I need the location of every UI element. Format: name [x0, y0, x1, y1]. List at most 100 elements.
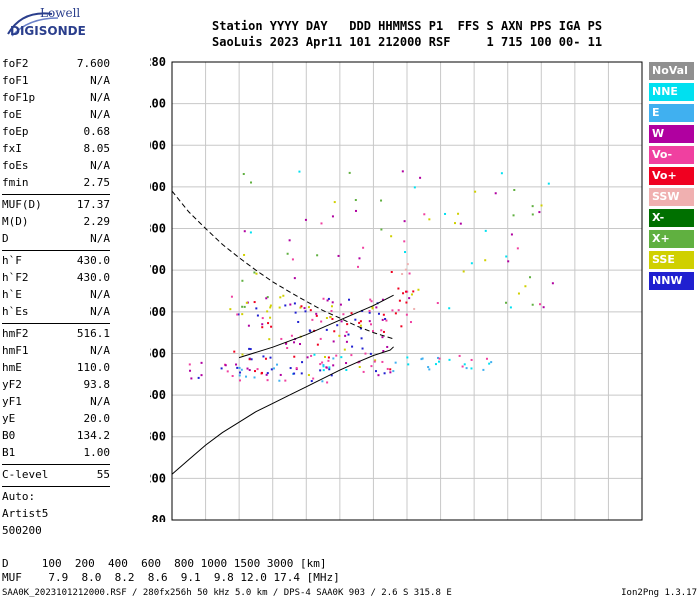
- echo-point: [342, 313, 345, 316]
- echo-point: [384, 317, 387, 320]
- param-value: 20.0: [83, 412, 111, 425]
- param-row: h`F2 430.0: [2, 271, 110, 288]
- echo-point: [462, 270, 465, 273]
- param-divider: [2, 250, 110, 251]
- echo-point: [266, 310, 269, 313]
- param-value: N/A: [90, 91, 110, 104]
- electron-density-profile-line: [171, 346, 394, 475]
- echo-point: [403, 220, 406, 223]
- echo-point: [238, 374, 241, 377]
- param-key: h`F2: [2, 271, 29, 284]
- echo-point: [293, 372, 296, 375]
- param-value: N/A: [90, 74, 110, 87]
- echo-point: [307, 374, 310, 377]
- param-value: 0.68: [83, 125, 111, 138]
- muf-row-values: MUF 7.9 8.0 8.2 8.6 9.1 9.8 12.0 17.4 [M…: [2, 571, 340, 584]
- echo-point: [380, 199, 383, 202]
- param-value: N/A: [90, 232, 110, 245]
- echo-point: [293, 302, 296, 305]
- echo-point: [339, 303, 342, 306]
- echo-point: [246, 367, 249, 370]
- echo-point: [255, 307, 258, 310]
- echo-point: [409, 321, 412, 324]
- param-key: hmF1: [2, 344, 29, 357]
- echo-point: [405, 290, 408, 293]
- param-key: B1: [2, 446, 16, 459]
- echo-point: [397, 309, 400, 312]
- echo-point: [398, 299, 401, 302]
- param-value: N/A: [90, 288, 110, 301]
- echo-point: [297, 320, 300, 323]
- echo-point: [358, 321, 361, 324]
- legend-item-sse: SSE: [649, 251, 694, 269]
- echo-point: [373, 360, 376, 363]
- param-key: MUF(D): [2, 198, 42, 211]
- echo-point: [372, 330, 375, 333]
- echo-point: [261, 326, 264, 329]
- echo-point: [547, 182, 550, 185]
- param-key: h`F: [2, 254, 22, 267]
- upper-dashed-line: [171, 190, 394, 340]
- echo-point: [371, 307, 374, 310]
- echo-point: [332, 364, 335, 367]
- echo-point: [268, 338, 271, 341]
- echo-point: [248, 358, 251, 361]
- y-tick-label: 80: [152, 513, 166, 522]
- param-key: foEs: [2, 159, 29, 172]
- echo-point: [295, 367, 298, 370]
- echo-point: [374, 359, 377, 362]
- echo-point: [344, 334, 347, 337]
- echo-point: [470, 358, 473, 361]
- legend-item-noval: NoVal: [649, 62, 694, 80]
- echo-point: [308, 329, 311, 332]
- echo-point: [406, 290, 409, 293]
- echo-point: [315, 312, 318, 315]
- echo-point: [362, 370, 365, 373]
- echo-point: [261, 323, 264, 326]
- echo-point: [368, 311, 371, 314]
- param-key: fmin: [2, 176, 29, 189]
- param-value: 516.1: [76, 327, 110, 340]
- param-value: 17.37: [76, 198, 110, 211]
- echo-point: [245, 375, 248, 378]
- echo-point: [229, 308, 232, 311]
- echo-point: [239, 371, 242, 374]
- y-tick-label: 200: [150, 471, 166, 485]
- param-key: yF2: [2, 378, 22, 391]
- echo-point: [465, 367, 468, 370]
- param-row: h`E N/A: [2, 288, 110, 305]
- echo-point: [319, 337, 322, 340]
- echo-point: [326, 299, 329, 302]
- param-value: 7.600: [76, 57, 110, 70]
- echo-point: [428, 218, 431, 221]
- echo-point: [235, 363, 238, 366]
- echo-point: [240, 368, 243, 371]
- echo-point: [427, 366, 430, 369]
- echo-point: [392, 370, 395, 373]
- echo-point: [412, 290, 415, 293]
- fitted-trace-line: [238, 294, 394, 359]
- echo-point: [490, 361, 493, 364]
- param-row: fxI 8.05: [2, 142, 110, 159]
- echo-point: [420, 358, 423, 361]
- echo-point: [200, 361, 203, 364]
- echo-point: [513, 188, 516, 191]
- param-value: 55: [96, 468, 110, 481]
- echo-point: [279, 373, 282, 376]
- param-key: M(D): [2, 215, 29, 228]
- echo-point: [327, 359, 330, 362]
- echo-point: [312, 377, 315, 380]
- echo-point: [340, 320, 343, 323]
- echo-point: [333, 201, 336, 204]
- echo-point: [362, 246, 365, 249]
- echo-point: [350, 312, 353, 315]
- echo-point: [482, 368, 485, 371]
- param-key: foF2: [2, 57, 29, 70]
- param-row: h`F 430.0: [2, 254, 110, 271]
- echo-point: [417, 288, 420, 291]
- param-row: MUF(D) 17.37: [2, 198, 110, 215]
- echo-point: [328, 368, 331, 371]
- echo-point: [331, 215, 334, 218]
- echo-point: [325, 316, 328, 319]
- echo-point: [509, 306, 512, 309]
